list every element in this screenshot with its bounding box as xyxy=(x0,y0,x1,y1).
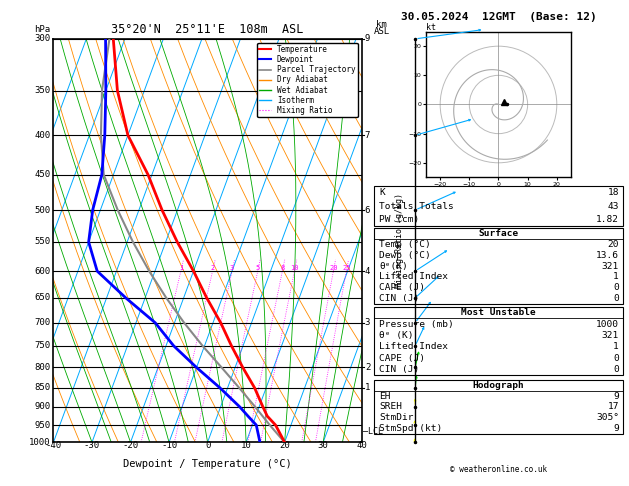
Text: 9: 9 xyxy=(613,392,619,400)
Text: 3: 3 xyxy=(365,318,370,327)
Text: CAPE (J): CAPE (J) xyxy=(379,354,425,363)
Text: θᵉ (K): θᵉ (K) xyxy=(379,331,414,340)
Text: 5: 5 xyxy=(255,265,260,271)
Text: 1: 1 xyxy=(179,265,183,271)
Text: Pressure (mb): Pressure (mb) xyxy=(379,320,454,329)
Text: 700: 700 xyxy=(34,318,50,327)
Text: 350: 350 xyxy=(34,86,50,95)
Text: -30: -30 xyxy=(84,441,100,450)
Text: 43: 43 xyxy=(608,202,619,210)
Text: 321: 321 xyxy=(602,331,619,340)
Text: StmDir: StmDir xyxy=(379,413,414,422)
Text: Lifted Index: Lifted Index xyxy=(379,272,448,281)
Text: 20: 20 xyxy=(329,265,338,271)
Text: 20: 20 xyxy=(608,240,619,249)
Text: 850: 850 xyxy=(34,383,50,392)
Text: 1: 1 xyxy=(613,342,619,351)
Text: 10: 10 xyxy=(241,441,252,450)
Text: 13.6: 13.6 xyxy=(596,251,619,260)
Text: θᵉ(K): θᵉ(K) xyxy=(379,261,408,271)
Text: 25: 25 xyxy=(342,265,350,271)
Text: 9: 9 xyxy=(365,35,370,43)
Text: © weatheronline.co.uk: © weatheronline.co.uk xyxy=(450,465,547,474)
Text: 0: 0 xyxy=(613,354,619,363)
Text: Lifted Index: Lifted Index xyxy=(379,342,448,351)
Text: 4: 4 xyxy=(365,267,370,276)
Text: ―LCL: ―LCL xyxy=(363,427,383,436)
Legend: Temperature, Dewpoint, Parcel Trajectory, Dry Adiabat, Wet Adiabat, Isotherm, Mi: Temperature, Dewpoint, Parcel Trajectory… xyxy=(257,43,358,117)
Text: km: km xyxy=(376,20,387,29)
Text: 300: 300 xyxy=(34,35,50,43)
Text: 1000: 1000 xyxy=(29,438,50,447)
Text: 3: 3 xyxy=(230,265,234,271)
Text: 40: 40 xyxy=(356,441,367,450)
Text: Hodograph: Hodograph xyxy=(472,381,525,390)
Text: 0: 0 xyxy=(613,294,619,303)
Text: 17: 17 xyxy=(608,402,619,411)
Text: 0: 0 xyxy=(613,283,619,292)
Text: 8: 8 xyxy=(281,265,284,271)
Text: 18: 18 xyxy=(608,188,619,197)
Text: EH: EH xyxy=(379,392,391,400)
Text: 0: 0 xyxy=(205,441,210,450)
Text: -10: -10 xyxy=(161,441,177,450)
Text: hPa: hPa xyxy=(34,25,50,34)
Text: 950: 950 xyxy=(34,420,50,430)
Text: StmSpd (kt): StmSpd (kt) xyxy=(379,424,443,433)
Text: 0: 0 xyxy=(613,365,619,374)
Text: Most Unstable: Most Unstable xyxy=(461,308,536,317)
Text: CAPE (J): CAPE (J) xyxy=(379,283,425,292)
Text: 750: 750 xyxy=(34,341,50,350)
Text: Totals Totals: Totals Totals xyxy=(379,202,454,210)
Text: CIN (J): CIN (J) xyxy=(379,294,420,303)
Text: 900: 900 xyxy=(34,402,50,412)
Text: Dewp (°C): Dewp (°C) xyxy=(379,251,431,260)
Text: PW (cm): PW (cm) xyxy=(379,215,420,224)
Text: 500: 500 xyxy=(34,206,50,214)
Text: Temp (°C): Temp (°C) xyxy=(379,240,431,249)
Text: 20: 20 xyxy=(279,441,290,450)
Text: ASL: ASL xyxy=(374,27,390,36)
Text: 550: 550 xyxy=(34,238,50,246)
Text: 1.82: 1.82 xyxy=(596,215,619,224)
X-axis label: Dewpoint / Temperature (°C): Dewpoint / Temperature (°C) xyxy=(123,459,292,469)
Text: 800: 800 xyxy=(34,363,50,372)
Title: 35°20'N  25°11'E  108m  ASL: 35°20'N 25°11'E 108m ASL xyxy=(111,23,304,36)
Text: 30.05.2024  12GMT  (Base: 12): 30.05.2024 12GMT (Base: 12) xyxy=(401,12,596,22)
Text: Mixing Ratio (g/kg): Mixing Ratio (g/kg) xyxy=(395,193,404,288)
Text: 650: 650 xyxy=(34,294,50,302)
Text: -20: -20 xyxy=(123,441,138,450)
Text: K: K xyxy=(379,188,385,197)
Text: Surface: Surface xyxy=(479,229,518,238)
Text: 10: 10 xyxy=(290,265,299,271)
Text: SREH: SREH xyxy=(379,402,403,411)
Text: 321: 321 xyxy=(602,261,619,271)
Text: kt: kt xyxy=(426,22,435,32)
Text: 1: 1 xyxy=(613,272,619,281)
Text: CIN (J): CIN (J) xyxy=(379,365,420,374)
Text: 450: 450 xyxy=(34,170,50,179)
Text: -40: -40 xyxy=(45,441,62,450)
Text: 9: 9 xyxy=(613,424,619,433)
Text: 400: 400 xyxy=(34,131,50,140)
Text: 600: 600 xyxy=(34,267,50,276)
Text: 30: 30 xyxy=(318,441,328,450)
Text: 1: 1 xyxy=(365,383,370,392)
Text: 7: 7 xyxy=(365,131,370,140)
Text: 2: 2 xyxy=(365,363,370,372)
Text: 305°: 305° xyxy=(596,413,619,422)
Text: 6: 6 xyxy=(365,206,370,214)
Text: 1000: 1000 xyxy=(596,320,619,329)
Text: 2: 2 xyxy=(211,265,214,271)
